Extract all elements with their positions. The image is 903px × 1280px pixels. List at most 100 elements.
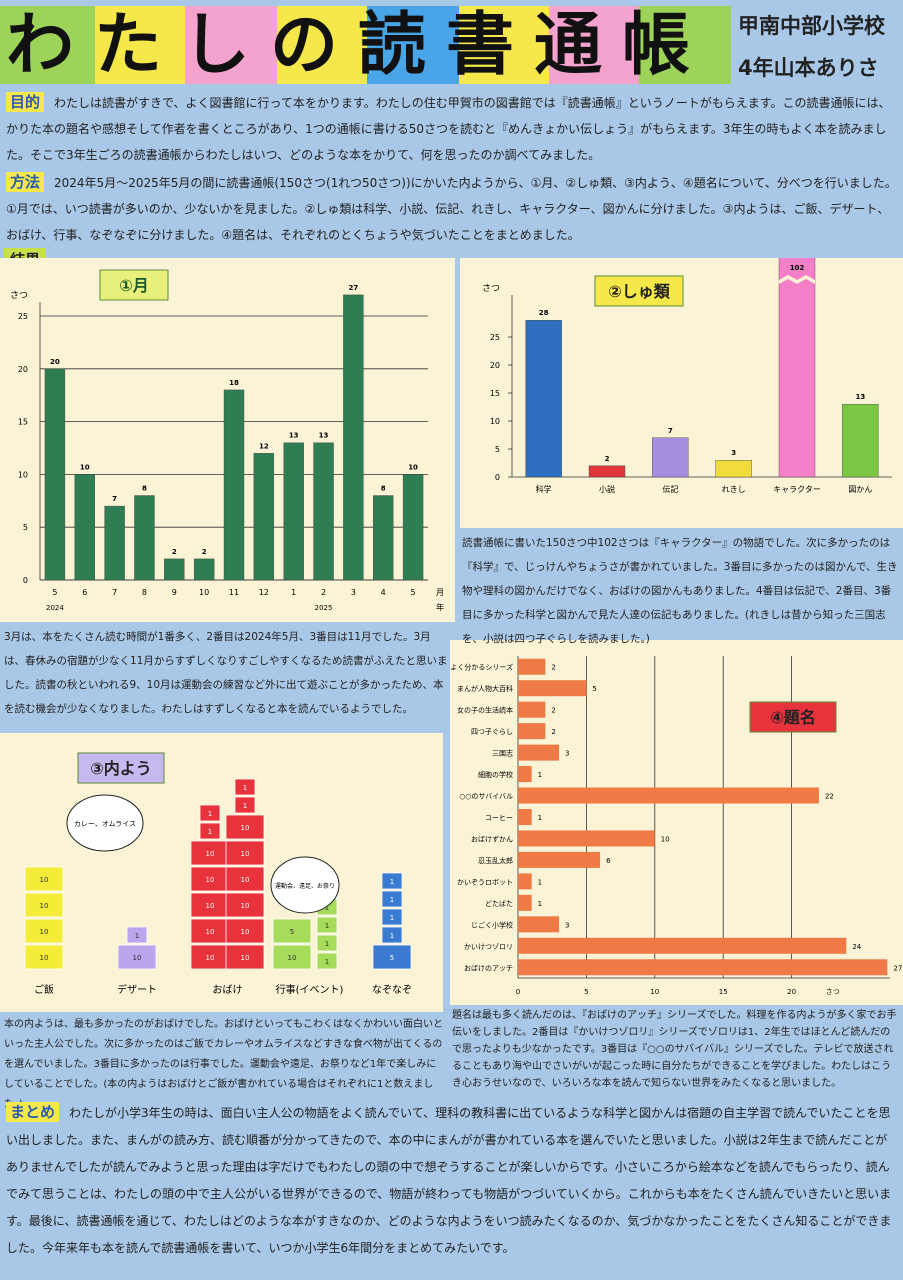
bar — [525, 320, 562, 478]
method-label: 方法 — [6, 172, 45, 192]
tile — [185, 6, 277, 84]
data-label: 2 — [551, 664, 555, 672]
bar — [518, 809, 532, 825]
book — [199, 822, 221, 840]
x-tick-label: 20 — [787, 988, 796, 996]
title-box — [749, 701, 837, 733]
book — [381, 926, 403, 944]
bar — [518, 701, 546, 718]
y-tick-label: コーヒー — [485, 814, 513, 822]
bar — [283, 442, 304, 581]
x-tick-label: 伝記 — [662, 484, 678, 494]
y-tick-label: 10 — [18, 470, 28, 479]
y-tick-label: 15 — [18, 418, 28, 427]
data-label: 3 — [565, 921, 569, 929]
book-label: 10 — [241, 824, 250, 832]
bar — [313, 442, 334, 581]
x-axis-label: 月 — [436, 588, 444, 597]
x-tick-label: 小説 — [599, 484, 615, 494]
bar — [778, 0, 816, 478]
year-unit: 年 — [436, 602, 444, 612]
bar — [373, 495, 394, 581]
x-tick-label: 4 — [381, 588, 386, 597]
bar — [518, 894, 532, 911]
x-tick-label: 5 — [411, 588, 416, 597]
data-label: 1 — [538, 900, 542, 908]
bar — [518, 723, 546, 740]
book-label: 1 — [325, 940, 329, 948]
data-label: 8 — [381, 485, 386, 493]
data-label: 27 — [349, 284, 359, 292]
book-label: 1 — [135, 932, 139, 940]
data-label: 2 — [605, 455, 610, 463]
book — [24, 892, 64, 918]
break — [779, 275, 815, 284]
data-label: 28 — [539, 309, 549, 317]
y-tick-label: 5 — [23, 523, 28, 532]
book — [381, 890, 403, 908]
author: 4年山本ありさ — [738, 56, 879, 80]
book-label: 10 — [288, 954, 297, 962]
bar — [588, 465, 626, 478]
x-tick-label: 7 — [112, 588, 117, 597]
book — [381, 872, 403, 890]
y-tick-label: 20 — [18, 365, 28, 374]
book — [225, 918, 265, 944]
data-label: 6 — [606, 857, 611, 865]
data-label: 22 — [825, 793, 834, 801]
purpose-text: わたしは読書がすきで、よく図書館に行って本をかります。わたしの住む甲賀市の図書館… — [6, 96, 891, 162]
bar — [518, 851, 601, 868]
tile — [95, 6, 185, 84]
speech-bubble — [66, 794, 144, 852]
y-tick-label: 三国志 — [492, 749, 513, 758]
book-label: 1 — [325, 958, 329, 966]
y-tick-label: 0 — [23, 576, 28, 585]
book — [190, 944, 230, 970]
speech-bubble — [270, 856, 340, 914]
data-label: 8 — [142, 485, 147, 493]
y-tick-label: かいぞうロボット — [457, 878, 513, 886]
book — [190, 892, 230, 918]
bar — [518, 680, 587, 697]
data-label: 3 — [565, 750, 569, 758]
x-tick-label: 6 — [82, 588, 87, 597]
data-label: 2 — [551, 728, 555, 736]
data-label: 13 — [319, 432, 329, 440]
book — [24, 866, 64, 892]
x-tick-label: 10 — [650, 988, 659, 996]
data-label: 2 — [172, 548, 177, 556]
book-label: 10 — [133, 954, 142, 962]
bar — [223, 389, 245, 581]
data-label: 12 — [259, 442, 269, 450]
book-label: 1 — [390, 896, 394, 904]
panel: 0 5 10 15 20 さつ 2 よく分かるシリーズ 5 まんが人物大百科 2 女の子の生活読本 2 四… — [450, 640, 903, 1005]
bar — [193, 558, 215, 581]
category-label: おばけ — [213, 984, 243, 996]
bar — [715, 459, 752, 478]
book — [225, 814, 265, 840]
bar — [518, 916, 560, 933]
data-label: 10 — [408, 463, 418, 471]
chart: 0510152025さつ2051067788292101811121213113… — [10, 269, 444, 612]
bar — [518, 937, 847, 954]
y-tick-label: 0 — [495, 473, 500, 482]
book-label: 1 — [208, 810, 212, 818]
bar — [518, 873, 532, 890]
book-label: 10 — [206, 928, 215, 936]
book — [225, 892, 265, 918]
bar — [104, 505, 125, 581]
bar — [518, 959, 888, 976]
book-label: 5 — [390, 954, 394, 962]
chart-title: ③内よう — [90, 759, 152, 778]
book-label: 10 — [241, 902, 250, 910]
data-label: 5 — [592, 685, 596, 693]
summary: まとめ わたしが小学3年生の時は、面白い主人公の物語をよく読んでいて、理科の教科書… — [6, 1100, 899, 1262]
caption: 題名は最も多く読んだのは、『おばけのアッチ』シリーズでした。料理を作る内ようが多… — [452, 1010, 897, 1089]
chart-title: ②しゅ類 — [608, 282, 671, 301]
bar — [44, 368, 66, 581]
data-label: 24 — [852, 943, 861, 951]
bar — [134, 495, 155, 581]
bar — [652, 437, 689, 478]
data-label: 20 — [50, 358, 60, 366]
y-tick-label: おばけのアッチ — [464, 963, 513, 972]
